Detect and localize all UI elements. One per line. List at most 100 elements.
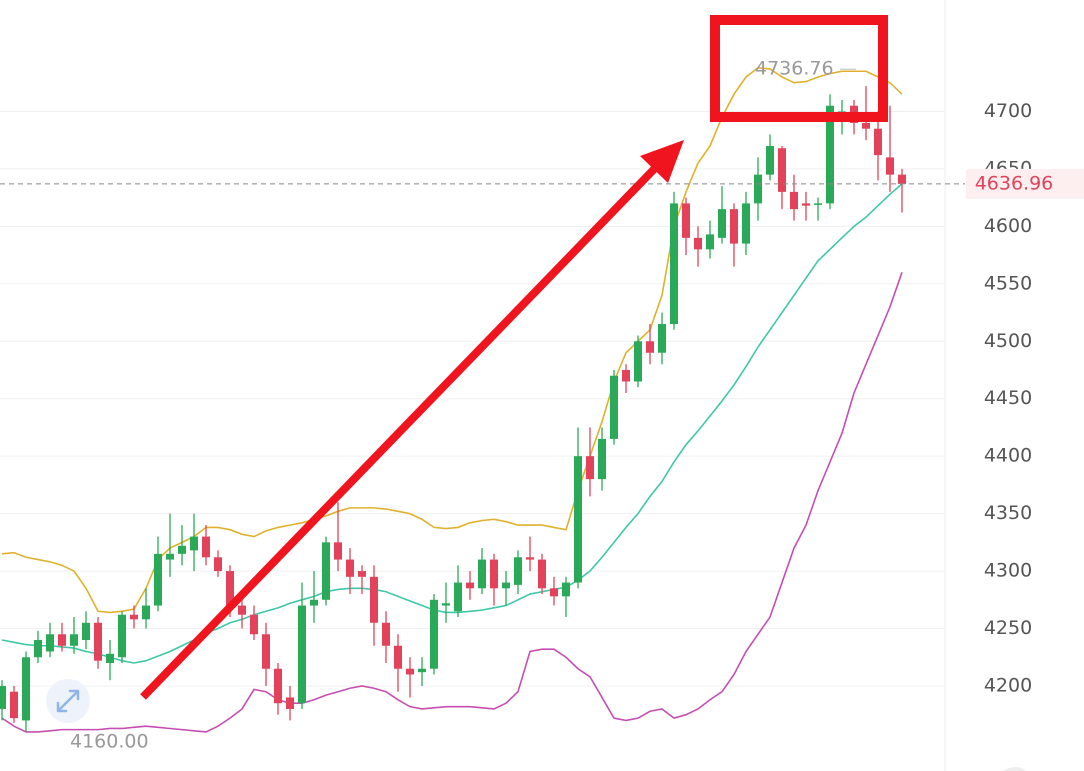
candle-body <box>10 691 18 719</box>
candle-body <box>538 559 546 589</box>
candle-body <box>46 634 54 652</box>
low-label: 4160.00 <box>70 730 149 752</box>
candle-body <box>82 622 90 641</box>
candles <box>0 86 906 732</box>
candle-body <box>226 571 234 606</box>
candle-body <box>778 148 786 192</box>
candle-body <box>754 174 762 204</box>
candle-body <box>610 375 618 439</box>
candle-body <box>142 605 150 620</box>
candle-body <box>394 645 402 669</box>
last-price-label: 4636.96 <box>975 172 1054 194</box>
bands <box>1 66 903 733</box>
candle-body <box>358 571 366 577</box>
overlay: 4636.96 4736.76 4160.00 <box>0 58 1084 752</box>
candle-body <box>826 105 834 204</box>
highlight-box <box>710 15 888 122</box>
candle-body <box>718 209 726 238</box>
candle-body <box>694 237 702 250</box>
y-tick-label: 4450 <box>984 387 1032 409</box>
candle-body <box>886 157 894 175</box>
candle-body <box>334 542 342 560</box>
candle-body <box>562 582 570 597</box>
candle-body <box>418 668 426 673</box>
candle-body <box>466 582 474 589</box>
candle-body <box>490 559 498 589</box>
high-label: 4736.76 <box>755 58 834 80</box>
y-tick-label: 4600 <box>984 215 1032 237</box>
candle-body <box>22 657 30 721</box>
candle-body <box>742 203 750 244</box>
candle-body <box>730 209 738 244</box>
y-tick-label: 4550 <box>984 272 1032 294</box>
candle-body <box>430 599 438 669</box>
band-line <box>1 183 903 664</box>
candle-body <box>94 622 102 661</box>
y-tick-label: 4500 <box>984 330 1032 352</box>
candle-body <box>862 122 870 129</box>
candle-body <box>802 203 810 206</box>
candle-body <box>874 128 882 156</box>
y-tick-label: 4250 <box>984 617 1032 639</box>
candle-body <box>634 341 642 382</box>
y-tick-label: 4200 <box>984 674 1032 696</box>
corner-button[interactable] <box>997 767 1033 771</box>
candle-body <box>382 622 390 646</box>
candle-body <box>202 536 210 558</box>
candle-body <box>322 542 330 600</box>
candle-body <box>118 614 126 658</box>
candle-body <box>238 605 246 615</box>
candle-body <box>34 640 42 658</box>
arrow-head <box>640 140 684 183</box>
candle-body <box>70 634 78 646</box>
candle-body <box>442 603 450 606</box>
expand-button[interactable] <box>46 679 90 723</box>
candle-body <box>190 536 198 551</box>
y-tick-label: 4700 <box>984 100 1032 122</box>
candle-body <box>586 456 594 480</box>
arrow-shaft <box>140 160 663 700</box>
candle-body <box>250 614 258 635</box>
candle-body <box>178 545 186 554</box>
last-price-bg <box>966 168 1084 199</box>
candle-body <box>286 697 294 709</box>
candle-body <box>370 576 378 623</box>
candle-body <box>58 634 66 646</box>
candle-body <box>550 588 558 597</box>
candle-body <box>406 668 414 675</box>
y-tick-label: 4350 <box>984 502 1032 524</box>
candle-body <box>622 369 630 382</box>
grid: 4200425043004350440044504500455046004650… <box>0 100 1032 696</box>
candle-body <box>766 145 774 175</box>
candle-body <box>130 614 138 620</box>
candle-body <box>682 203 690 238</box>
candle-body <box>310 599 318 606</box>
candle-body <box>790 191 798 210</box>
candle-body <box>274 668 282 704</box>
band-line <box>1 66 903 614</box>
candle-body <box>346 559 354 577</box>
candle-body <box>106 653 114 663</box>
candle-body <box>898 174 906 184</box>
candle-body <box>514 557 522 585</box>
candle-body <box>574 456 582 583</box>
candle-body <box>262 634 270 669</box>
expand-icon[interactable] <box>56 689 80 713</box>
candle-body <box>670 203 678 325</box>
y-tick-label: 4400 <box>984 445 1032 467</box>
candle-body <box>706 234 714 250</box>
candle-body <box>502 582 510 589</box>
candle-body <box>646 341 654 353</box>
candle-body <box>298 605 306 704</box>
candle-body <box>214 557 222 572</box>
candle-body <box>454 582 462 612</box>
candle-body <box>0 685 6 709</box>
candle-body <box>154 553 162 606</box>
candle-body <box>166 553 174 560</box>
band-line <box>1 272 903 733</box>
candle-body <box>478 559 486 589</box>
y-tick-label: 4300 <box>984 560 1032 582</box>
candle-body <box>814 203 822 205</box>
candle-body <box>598 438 606 480</box>
